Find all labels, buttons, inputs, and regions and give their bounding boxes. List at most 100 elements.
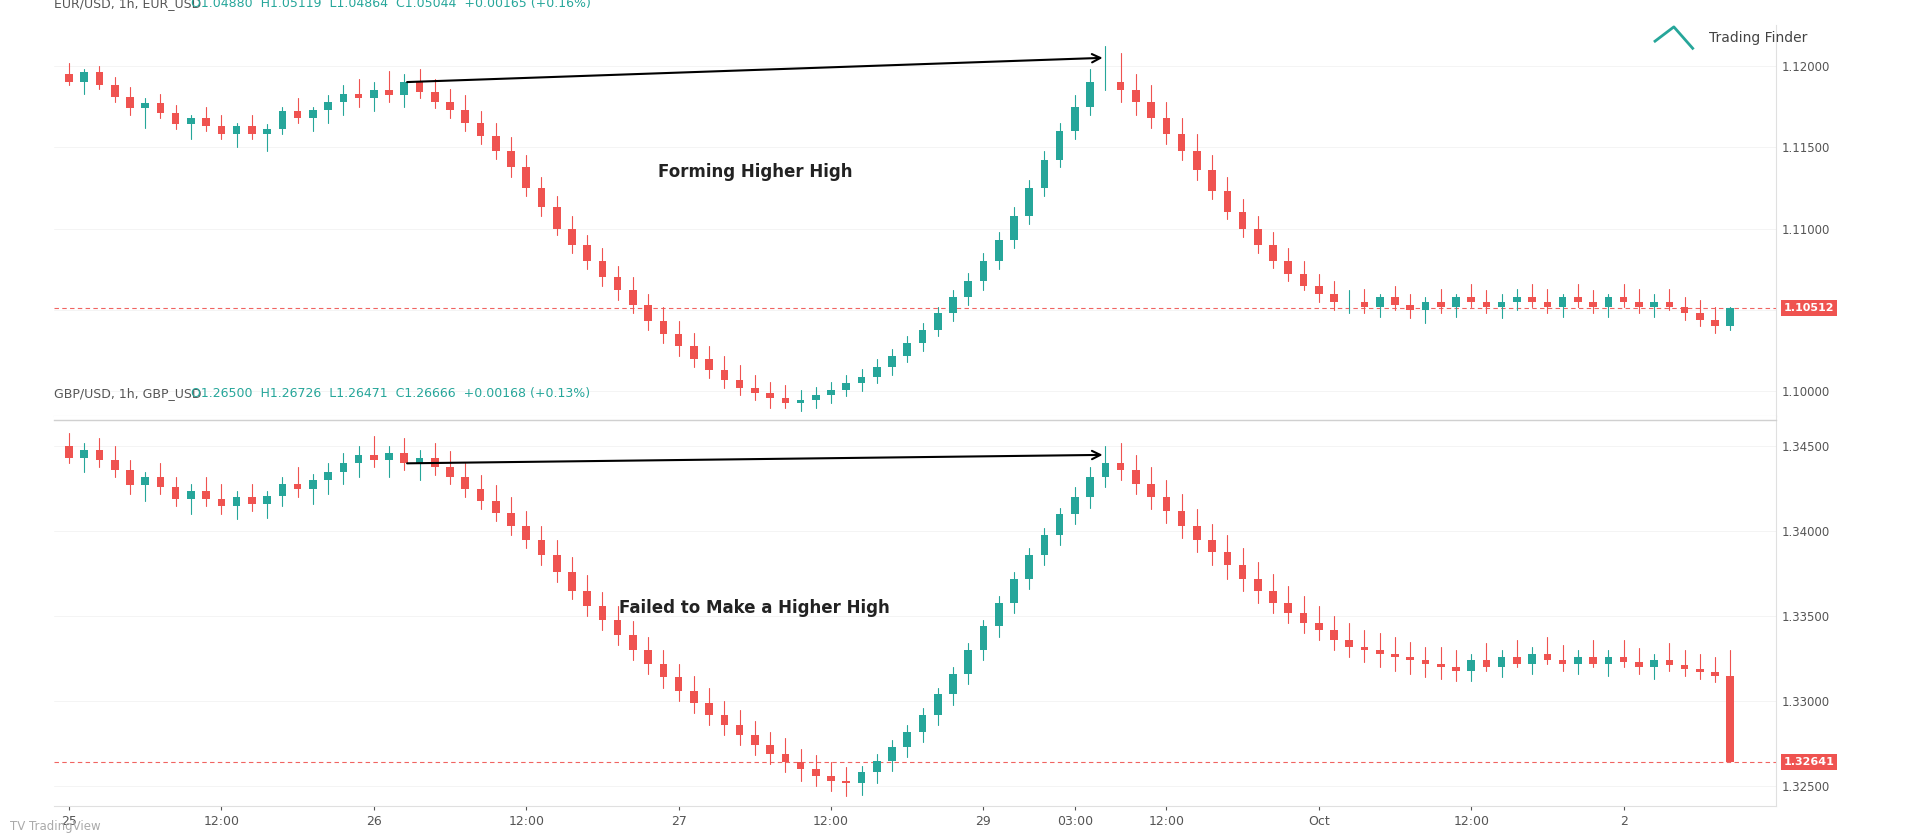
Bar	[1636, 662, 1644, 667]
Bar	[309, 480, 317, 489]
Bar	[1528, 654, 1536, 664]
Text: Forming Higher High: Forming Higher High	[657, 163, 852, 181]
Bar	[1269, 591, 1277, 602]
Bar	[812, 769, 820, 776]
Bar	[1559, 660, 1567, 664]
Bar	[1544, 302, 1551, 307]
Bar	[248, 126, 255, 134]
Bar	[65, 74, 73, 82]
Bar	[1148, 102, 1156, 118]
Bar	[142, 103, 150, 108]
Bar	[1498, 657, 1505, 667]
Bar	[232, 126, 240, 134]
Bar	[1559, 297, 1567, 307]
Bar	[1284, 261, 1292, 274]
Bar	[1177, 511, 1185, 526]
Bar	[263, 129, 271, 134]
Bar	[1590, 657, 1597, 664]
Bar	[630, 635, 637, 650]
Bar	[1162, 497, 1169, 511]
Bar	[1177, 134, 1185, 150]
Bar	[186, 491, 194, 499]
Bar	[1726, 675, 1734, 762]
Bar	[1192, 150, 1200, 170]
Bar	[476, 489, 484, 501]
Bar	[1056, 514, 1064, 535]
Bar	[492, 501, 499, 512]
Bar	[979, 627, 987, 650]
Bar	[933, 313, 941, 329]
Bar	[1377, 650, 1384, 654]
Bar	[781, 753, 789, 762]
Bar	[278, 112, 286, 129]
Bar	[553, 555, 561, 572]
Bar	[1223, 192, 1231, 213]
Bar	[81, 449, 88, 459]
Bar	[294, 112, 301, 118]
Bar	[1482, 660, 1490, 667]
Bar	[720, 715, 728, 725]
Bar	[1452, 297, 1459, 307]
Bar	[278, 484, 286, 496]
Bar	[1056, 131, 1064, 160]
Bar	[904, 732, 912, 747]
Bar	[918, 715, 925, 732]
Bar	[1711, 320, 1718, 326]
Bar	[417, 82, 422, 92]
Bar	[735, 380, 743, 388]
Bar	[1636, 302, 1644, 307]
Bar	[371, 454, 378, 460]
Bar	[1574, 657, 1582, 664]
Text: TV TradingView: TV TradingView	[10, 821, 100, 833]
Bar	[1452, 667, 1459, 670]
Bar	[964, 650, 972, 674]
Bar	[1025, 555, 1033, 579]
Bar	[689, 691, 697, 703]
Bar	[1407, 305, 1413, 310]
Bar	[1361, 647, 1369, 650]
Bar	[904, 343, 912, 355]
Bar	[1238, 565, 1246, 579]
Text: EUR/USD, 1h, EUR_USD: EUR/USD, 1h, EUR_USD	[54, 0, 209, 9]
Bar	[507, 512, 515, 526]
Bar	[324, 102, 332, 110]
Bar	[445, 467, 453, 477]
Bar	[1117, 82, 1125, 90]
Text: 1.32641: 1.32641	[1784, 757, 1834, 767]
Bar	[386, 453, 394, 460]
Bar	[843, 781, 851, 783]
Bar	[918, 329, 925, 343]
Bar	[1315, 623, 1323, 630]
Bar	[812, 395, 820, 400]
Bar	[1208, 170, 1215, 192]
Bar	[735, 725, 743, 735]
Bar	[202, 118, 209, 126]
Bar	[995, 602, 1002, 627]
Bar	[1238, 213, 1246, 228]
Bar	[874, 367, 881, 377]
Bar	[430, 92, 438, 102]
Bar	[645, 305, 653, 322]
Bar	[599, 261, 607, 277]
Bar	[1010, 579, 1018, 602]
Bar	[1087, 82, 1094, 107]
Bar	[766, 745, 774, 753]
Bar	[1162, 118, 1169, 134]
Bar	[1133, 90, 1140, 102]
Bar	[461, 110, 468, 123]
Bar	[157, 477, 165, 487]
Bar	[660, 664, 668, 677]
Bar	[1482, 302, 1490, 307]
Bar	[96, 449, 104, 460]
Bar	[340, 464, 348, 472]
Bar	[1436, 302, 1444, 307]
Bar	[248, 497, 255, 504]
Bar	[1620, 657, 1628, 662]
Bar	[1695, 313, 1703, 320]
Bar	[173, 113, 179, 124]
Bar	[1513, 657, 1521, 664]
Bar	[127, 470, 134, 486]
Bar	[1117, 464, 1125, 470]
Bar	[1421, 660, 1428, 664]
Bar	[614, 620, 622, 635]
